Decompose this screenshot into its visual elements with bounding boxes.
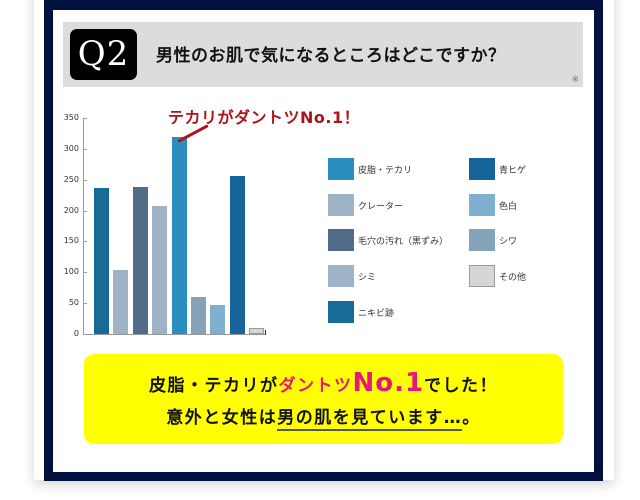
legend-swatch [469,194,495,216]
legend-label: 青ヒゲ [499,166,527,176]
legend-label: 皮脂・テカリ [358,166,413,176]
bar-4 [152,205,168,334]
y-tick [83,241,87,243]
callout-line-1: 皮脂・テカリがダントツNo.1でした！ [84,368,563,398]
y-tick-label: 250 [63,174,79,184]
bar-9 [249,328,265,334]
y-tick [83,118,87,119]
question-text: 男性のお肌で気になるところはどこですか？ [156,46,506,66]
legend-label: クレーター [358,202,404,212]
legend-label: シワ [499,237,518,247]
note-mark: ※ [571,75,579,85]
question-number-badge: Q2 [70,29,137,80]
callout-text: 。 [462,408,481,428]
legend-swatch [469,265,495,287]
callout-text: 意外と女性は [166,408,278,428]
bar-5 [171,137,187,334]
legend-label: その他 [499,273,527,283]
legend-label: 毛穴の汚れ（黒ずみ） [358,237,449,247]
legend-swatch [328,265,354,287]
callout-highlight: ダントツ [278,376,353,396]
bar-6 [191,296,206,334]
callout-line-2: 意外と女性は男の肌を見ています…。 [84,403,563,431]
x-axis [83,334,266,335]
chart-annotation: テカリがダントツNo.1！ [168,108,361,127]
bar-8 [229,176,245,334]
y-tick [83,210,87,212]
y-axis [83,118,84,335]
y-tick [83,179,87,181]
legend-swatch [328,158,354,180]
bar-1 [94,187,109,334]
legend-swatch [328,229,354,251]
bar-chart: 0 50 100 150 200 250 300 350 皮脂・テカリ 青ヒゲクレーター 色白毛穴… [63,108,527,338]
y-tick-label: 150 [63,236,79,246]
legend-swatch [328,301,354,323]
question-header: Q2 男性のお肌で気になるところはどこですか？ ※ [63,22,583,87]
callout-no1: No.1 [352,368,425,398]
y-tick-label: 350 [63,113,79,122]
y-tick-label: 200 [63,205,79,215]
bar-7 [210,304,226,334]
legend-swatch [469,158,495,180]
y-tick [83,272,87,274]
y-tick [83,303,87,305]
callout-text: でした！ [424,376,499,396]
bar-3 [132,186,148,334]
y-tick [83,334,87,335]
legend-swatch [328,194,354,216]
y-tick-label: 100 [63,267,79,277]
legend-label: シミ [358,273,377,283]
result-callout: 皮脂・テカリがダントツNo.1でした！ 意外と女性は男の肌を見ています…。 [84,354,563,444]
legend-label: 色白 [499,202,518,212]
y-tick-label: 50 [68,298,79,308]
y-tick [83,148,87,150]
bar-2 [113,270,129,334]
callout-text: 皮脂・テカリが [148,376,279,396]
legend-swatch [469,229,495,251]
y-tick-label: 300 [63,143,79,153]
legend-label: ニキビ跡 [358,309,395,319]
x-axis-end-tick [265,330,266,335]
callout-underlined-text: 男の肌を見ています… [277,408,463,431]
y-tick-label: 0 [73,329,79,338]
